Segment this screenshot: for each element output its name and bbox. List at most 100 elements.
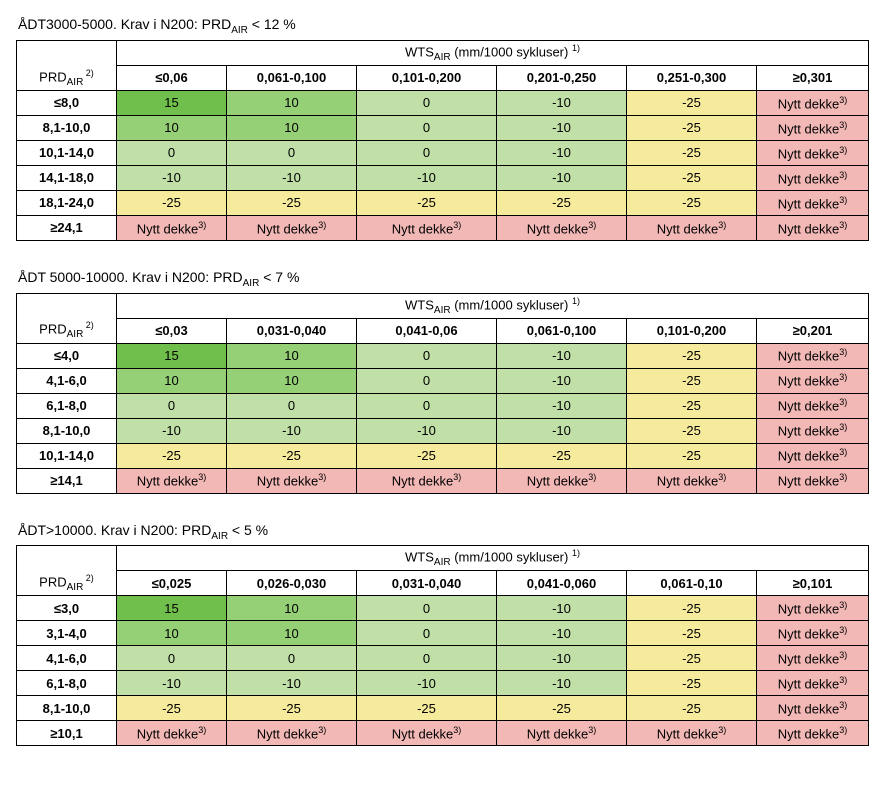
column-header: ≤0,03: [117, 318, 227, 343]
table-row: 3,1-4,010100-10-25Nytt dekke3): [17, 621, 869, 646]
blank-header: [17, 40, 117, 65]
section-title: ÅDT>10000. Krav i N200: PRDAIR < 5 %: [18, 522, 869, 542]
column-header: ≥0,101: [757, 571, 869, 596]
wts-header: WTSAIR (mm/1000 sykluser) 1): [117, 293, 869, 318]
data-cell: Nytt dekke3): [757, 721, 869, 746]
data-cell: -25: [357, 190, 497, 215]
data-cell: -25: [357, 696, 497, 721]
data-cell: -25: [627, 115, 757, 140]
row-label: ≤4,0: [17, 343, 117, 368]
data-cell: -25: [627, 343, 757, 368]
row-label: ≥14,1: [17, 468, 117, 493]
table-section: ÅDT3000-5000. Krav i N200: PRDAIR < 12 %…: [16, 16, 869, 241]
table-section: ÅDT 5000-10000. Krav i N200: PRDAIR < 7 …: [16, 269, 869, 494]
data-cell: -10: [497, 115, 627, 140]
data-cell: -10: [117, 671, 227, 696]
data-cell: -25: [497, 443, 627, 468]
table-row: ≤4,015100-10-25Nytt dekke3): [17, 343, 869, 368]
data-cell: Nytt dekke3): [117, 721, 227, 746]
data-cell: 0: [227, 646, 357, 671]
prd-header: PRDAIR 2): [17, 318, 117, 343]
data-cell: Nytt dekke3): [357, 215, 497, 240]
data-cell: -10: [497, 671, 627, 696]
data-cell: Nytt dekke3): [497, 215, 627, 240]
data-cell: -25: [227, 696, 357, 721]
data-table: WTSAIR (mm/1000 sykluser) 1)PRDAIR 2)≤0,…: [16, 545, 869, 746]
data-cell: -10: [497, 621, 627, 646]
data-cell: 0: [357, 621, 497, 646]
data-cell: 10: [117, 621, 227, 646]
data-cell: Nytt dekke3): [757, 393, 869, 418]
column-header: 0,251-0,300: [627, 65, 757, 90]
table-row: 14,1-18,0-10-10-10-10-25Nytt dekke3): [17, 165, 869, 190]
data-cell: 10: [117, 115, 227, 140]
data-cell: -25: [627, 165, 757, 190]
data-cell: 0: [117, 646, 227, 671]
table-row: 4,1-6,010100-10-25Nytt dekke3): [17, 368, 869, 393]
data-cell: -10: [357, 165, 497, 190]
data-cell: 10: [227, 368, 357, 393]
table-row: 6,1-8,0000-10-25Nytt dekke3): [17, 393, 869, 418]
data-cell: Nytt dekke3): [757, 596, 869, 621]
data-cell: -25: [117, 190, 227, 215]
data-cell: 0: [117, 140, 227, 165]
data-cell: -10: [497, 343, 627, 368]
row-label: 4,1-6,0: [17, 368, 117, 393]
table-row: 8,1-10,0-10-10-10-10-25Nytt dekke3): [17, 418, 869, 443]
data-cell: -10: [497, 646, 627, 671]
data-cell: Nytt dekke3): [117, 215, 227, 240]
row-label: ≤3,0: [17, 596, 117, 621]
column-header: ≥0,301: [757, 65, 869, 90]
row-label: 10,1-14,0: [17, 443, 117, 468]
table-row: ≥24,1Nytt dekke3)Nytt dekke3)Nytt dekke3…: [17, 215, 869, 240]
row-label: 8,1-10,0: [17, 418, 117, 443]
data-cell: Nytt dekke3): [757, 90, 869, 115]
data-cell: Nytt dekke3): [757, 215, 869, 240]
data-cell: 10: [227, 90, 357, 115]
data-cell: Nytt dekke3): [227, 468, 357, 493]
data-cell: Nytt dekke3): [757, 190, 869, 215]
table-row: 10,1-14,0000-10-25Nytt dekke3): [17, 140, 869, 165]
data-cell: Nytt dekke3): [757, 165, 869, 190]
row-label: ≤8,0: [17, 90, 117, 115]
column-header: ≤0,025: [117, 571, 227, 596]
prd-header: PRDAIR 2): [17, 571, 117, 596]
data-cell: 0: [357, 596, 497, 621]
data-cell: -25: [497, 696, 627, 721]
section-title: ÅDT 5000-10000. Krav i N200: PRDAIR < 7 …: [18, 269, 869, 289]
data-cell: Nytt dekke3): [627, 468, 757, 493]
data-cell: Nytt dekke3): [497, 468, 627, 493]
column-header: 0,041-0,060: [497, 571, 627, 596]
table-row: 18,1-24,0-25-25-25-25-25Nytt dekke3): [17, 190, 869, 215]
data-cell: -25: [117, 443, 227, 468]
data-cell: -25: [627, 621, 757, 646]
table-row: 8,1-10,010100-10-25Nytt dekke3): [17, 115, 869, 140]
column-header: ≥0,201: [757, 318, 869, 343]
blank-header: [17, 546, 117, 571]
column-header: ≤0,06: [117, 65, 227, 90]
table-row: ≤8,015100-10-25Nytt dekke3): [17, 90, 869, 115]
data-cell: 15: [117, 343, 227, 368]
data-cell: -25: [627, 418, 757, 443]
data-cell: Nytt dekke3): [757, 646, 869, 671]
data-cell: Nytt dekke3): [757, 418, 869, 443]
row-label: 6,1-8,0: [17, 671, 117, 696]
table-row: ≥14,1Nytt dekke3)Nytt dekke3)Nytt dekke3…: [17, 468, 869, 493]
data-cell: 0: [227, 140, 357, 165]
data-cell: 0: [357, 393, 497, 418]
data-cell: Nytt dekke3): [497, 721, 627, 746]
data-cell: -10: [497, 596, 627, 621]
row-label: 18,1-24,0: [17, 190, 117, 215]
data-cell: -10: [497, 418, 627, 443]
table-row: 6,1-8,0-10-10-10-10-25Nytt dekke3): [17, 671, 869, 696]
data-cell: -25: [627, 696, 757, 721]
prd-header: PRDAIR 2): [17, 65, 117, 90]
data-cell: Nytt dekke3): [757, 671, 869, 696]
data-cell: -10: [227, 671, 357, 696]
row-label: 6,1-8,0: [17, 393, 117, 418]
table-section: ÅDT>10000. Krav i N200: PRDAIR < 5 % WTSA…: [16, 522, 869, 747]
column-header: 0,101-0,200: [627, 318, 757, 343]
data-cell: Nytt dekke3): [757, 621, 869, 646]
data-cell: -10: [357, 671, 497, 696]
data-cell: 0: [357, 115, 497, 140]
